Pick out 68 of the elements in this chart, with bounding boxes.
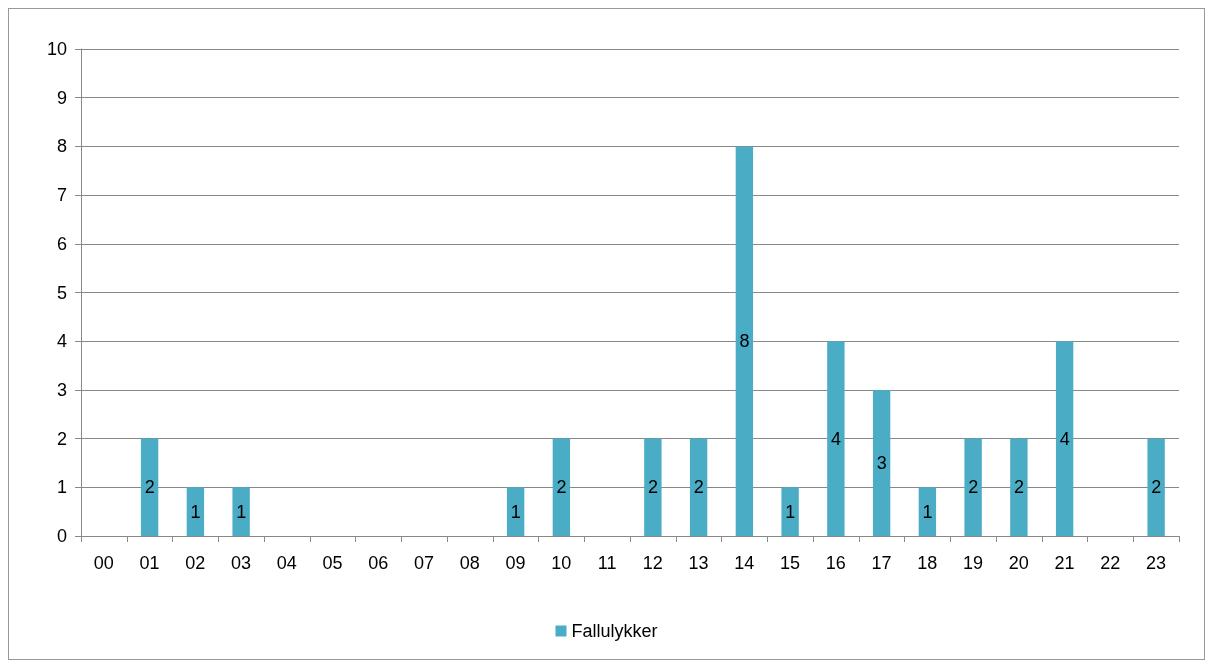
x-tick-label: 04 xyxy=(276,553,297,573)
y-tick-label: 10 xyxy=(46,39,67,59)
x-tick-label: 07 xyxy=(414,553,435,573)
x-tick-label: 22 xyxy=(1100,553,1121,573)
bar xyxy=(140,438,159,536)
x-tick-label: 23 xyxy=(1146,553,1167,573)
data-label: 2 xyxy=(144,477,155,498)
x-tick-label: 02 xyxy=(185,553,206,573)
bar xyxy=(552,438,571,536)
data-label: 3 xyxy=(876,452,887,473)
y-tick-label: 2 xyxy=(56,428,67,449)
legend-label: Fallulykker xyxy=(571,621,658,641)
x-tick-label: 11 xyxy=(597,553,617,573)
bar xyxy=(872,389,891,536)
data-label: 2 xyxy=(1151,477,1162,498)
bar xyxy=(735,146,754,536)
x-tick-label: 17 xyxy=(871,553,892,573)
x-tick-label: 16 xyxy=(825,553,846,573)
data-label: 4 xyxy=(1059,428,1070,449)
x-tick-label: 14 xyxy=(734,553,755,573)
data-label: 2 xyxy=(647,477,658,498)
data-label: 2 xyxy=(556,477,567,498)
x-tick-label: 12 xyxy=(642,553,663,573)
bar xyxy=(827,341,845,536)
x-tick-label: 06 xyxy=(368,553,389,573)
x-tick-label: 18 xyxy=(917,553,938,573)
data-label: 1 xyxy=(922,501,933,522)
y-tick-label: 5 xyxy=(56,282,67,303)
data-label: 2 xyxy=(693,477,704,498)
data-label: 1 xyxy=(236,501,247,522)
bar xyxy=(186,487,205,536)
bar xyxy=(1055,341,1074,536)
y-tick-label: 4 xyxy=(56,331,67,352)
y-tick-label: 0 xyxy=(56,526,67,546)
data-label: 8 xyxy=(739,331,750,352)
data-label: 1 xyxy=(510,501,521,522)
y-tick-label: 7 xyxy=(56,185,67,206)
data-label: 4 xyxy=(830,428,841,449)
y-tick-label: 1 xyxy=(56,477,67,498)
x-tick-label: 21 xyxy=(1054,553,1075,573)
x-tick-label: 01 xyxy=(139,553,160,573)
data-label: 1 xyxy=(190,501,201,522)
x-tick-label: 00 xyxy=(93,553,114,573)
x-tick-label: 08 xyxy=(459,553,480,573)
data-label: 2 xyxy=(968,477,979,498)
x-tick-label: 13 xyxy=(688,553,709,573)
bar xyxy=(644,438,662,536)
bar xyxy=(918,487,937,536)
bar xyxy=(1147,438,1165,536)
x-tick-label: 15 xyxy=(780,553,801,573)
x-tick-label: 20 xyxy=(1008,553,1029,573)
bar xyxy=(689,438,708,536)
bar xyxy=(232,487,250,536)
y-tick-label: 3 xyxy=(56,379,67,400)
y-tick-label: 9 xyxy=(56,87,67,108)
data-label: 1 xyxy=(785,501,796,522)
bar xyxy=(781,487,799,536)
x-tick-label: 05 xyxy=(322,553,343,573)
x-tick-label: 19 xyxy=(963,553,984,573)
x-tick-label: 09 xyxy=(505,553,526,573)
y-tick-label: 8 xyxy=(56,136,67,157)
bar xyxy=(1010,438,1028,536)
y-tick-label: 6 xyxy=(56,233,67,254)
data-label: 2 xyxy=(1013,477,1024,498)
x-tick-label: 10 xyxy=(551,553,572,573)
bar xyxy=(964,438,982,536)
bar xyxy=(506,487,525,536)
x-tick-label: 03 xyxy=(231,553,252,573)
